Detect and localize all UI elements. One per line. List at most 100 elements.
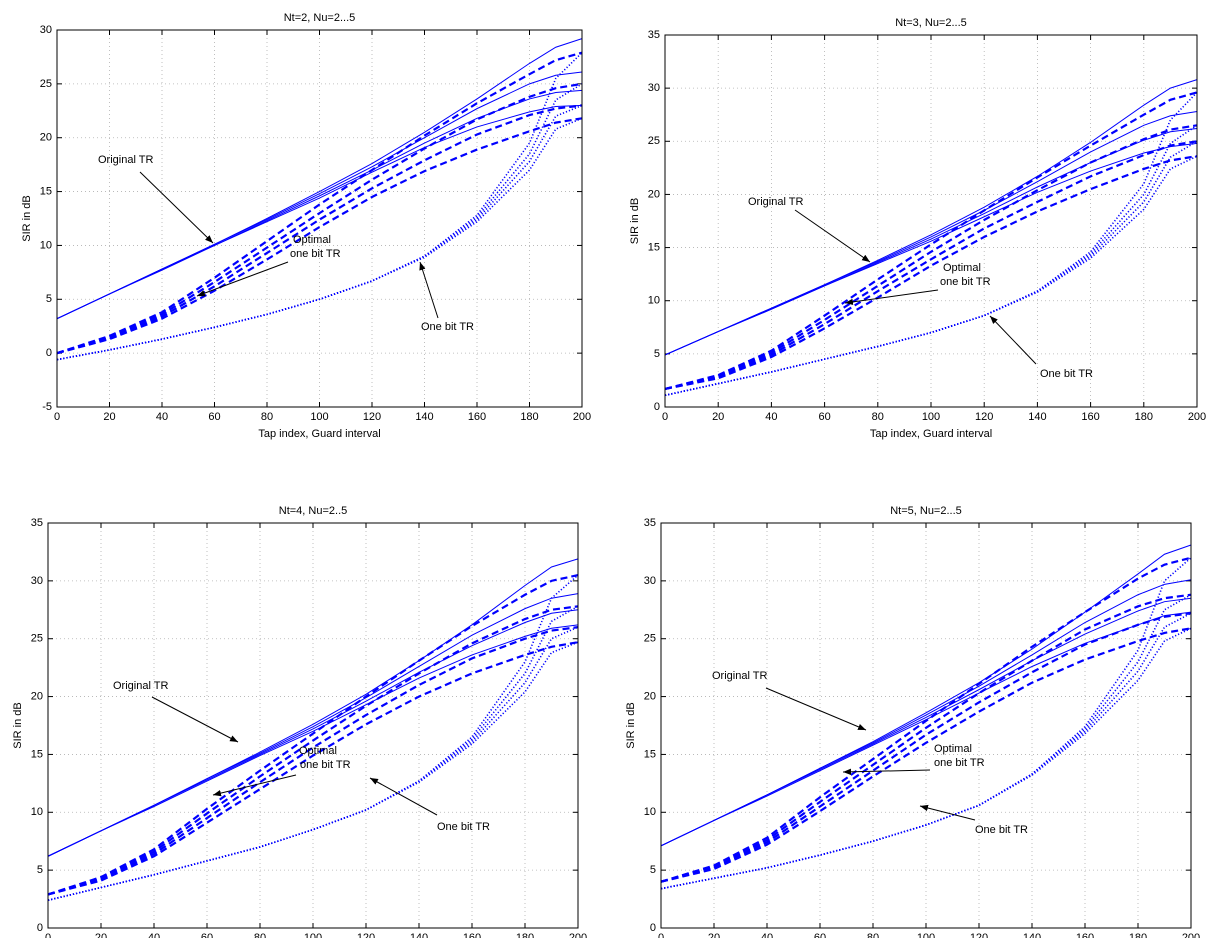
y-tick-label: 0 xyxy=(37,922,43,934)
y-tick-label: 0 xyxy=(654,401,660,413)
x-tick-label: 160 xyxy=(1081,411,1099,423)
y-axis-label: SIR in dB xyxy=(21,195,33,241)
y-axis-label: SIR in dB xyxy=(12,702,24,748)
y-tick-label: 20 xyxy=(648,188,660,200)
series-line xyxy=(664,140,1198,391)
y-tick-label: 10 xyxy=(644,806,656,818)
series-line xyxy=(660,627,1192,883)
chart-title: Nt=2, Nu=2...5 xyxy=(284,12,356,24)
series-line xyxy=(47,641,579,896)
annotation: one bit TR xyxy=(290,248,341,260)
series-line xyxy=(664,91,1198,390)
series-line xyxy=(664,124,1198,390)
plot-area xyxy=(661,523,1191,928)
y-tick-label: 10 xyxy=(40,239,52,251)
y-tick-label: 35 xyxy=(644,517,656,529)
series-line xyxy=(56,83,583,361)
x-tick-label: 100 xyxy=(917,932,935,938)
x-axis-label: Tap index, Guard interval xyxy=(870,428,992,440)
x-tick-label: 140 xyxy=(410,932,428,938)
y-tick-label: 25 xyxy=(644,633,656,645)
x-tick-label: 0 xyxy=(662,411,668,423)
x-tick-label: 160 xyxy=(463,932,481,938)
annotation-arrow xyxy=(844,289,939,306)
x-tick-label: 100 xyxy=(304,932,322,938)
series-line xyxy=(47,626,579,896)
x-tick-label: 180 xyxy=(516,932,534,938)
x-tick-label: 100 xyxy=(922,411,940,423)
subplot: 0 20 40 60 80 100 120 140 160 180 200-505101520253… xyxy=(21,12,591,440)
annotation: one bit TR xyxy=(940,276,991,288)
plot-border xyxy=(56,29,583,408)
x-tick-label: 60 xyxy=(818,411,830,423)
annotation-arrow xyxy=(196,261,289,297)
x-tick-label: 80 xyxy=(254,932,266,938)
x-tick-label: 80 xyxy=(261,411,273,423)
plot-border xyxy=(664,34,1198,408)
y-tick-label: 0 xyxy=(650,922,656,934)
x-tick-label: 20 xyxy=(95,932,107,938)
annotation-arrow xyxy=(139,171,214,244)
y-tick-label: 25 xyxy=(40,78,52,90)
y-tick-label: 30 xyxy=(40,24,52,36)
series-line xyxy=(660,556,1192,883)
y-tick-label: 15 xyxy=(40,185,52,197)
annotation: One bit TR xyxy=(421,321,474,333)
series-line xyxy=(47,605,579,896)
series-line xyxy=(47,573,579,896)
annotation: Optimal xyxy=(934,743,972,755)
annotation: Optimal xyxy=(299,745,337,757)
series-line xyxy=(47,624,579,857)
y-tick-label: 10 xyxy=(648,295,660,307)
y-tick-label: -5 xyxy=(42,401,52,413)
series-line xyxy=(664,155,1198,397)
plot-border xyxy=(660,522,1192,929)
y-tick-label: 25 xyxy=(648,135,660,147)
series-line xyxy=(664,111,1198,356)
subplot: 0 20 40 60 80 100 120 140 160 180 200 0 5 10 15 20 25 30 3… xyxy=(625,505,1200,938)
x-tick-label: 160 xyxy=(468,411,486,423)
annotation: Original TR xyxy=(712,670,767,682)
x-tick-label: 200 xyxy=(1188,411,1206,423)
y-tick-label: 35 xyxy=(31,517,43,529)
y-tick-label: 5 xyxy=(654,348,660,360)
series-line xyxy=(56,117,583,355)
y-tick-label: 25 xyxy=(31,633,43,645)
y-tick-label: 15 xyxy=(31,748,43,760)
annotation-arrow xyxy=(989,315,1037,365)
x-tick-label: 200 xyxy=(569,932,587,938)
subplot: 0 20 40 60 80 100 120 140 160 180 200 0 5 10 15 20 25 30 3… xyxy=(629,17,1206,440)
x-tick-label: 180 xyxy=(1135,411,1153,423)
x-tick-label: 80 xyxy=(867,932,879,938)
y-tick-label: 5 xyxy=(650,864,656,876)
annotation-arrow xyxy=(794,209,871,263)
x-tick-label: 40 xyxy=(765,411,777,423)
chart-title: Nt=4, Nu=2..5 xyxy=(279,505,348,517)
annotation: One bit TR xyxy=(437,821,490,833)
y-tick-label: 30 xyxy=(648,82,660,94)
plot-border xyxy=(47,522,579,929)
x-tick-label: 180 xyxy=(1129,932,1147,938)
x-tick-label: 140 xyxy=(1028,411,1046,423)
annotation: Original TR xyxy=(113,680,168,692)
series-line xyxy=(56,52,583,361)
y-tick-label: 15 xyxy=(644,748,656,760)
x-tick-label: 60 xyxy=(814,932,826,938)
y-tick-label: 30 xyxy=(644,575,656,587)
x-tick-label: 40 xyxy=(761,932,773,938)
x-tick-label: 120 xyxy=(970,932,988,938)
annotation: One bit TR xyxy=(975,824,1028,836)
x-tick-label: 40 xyxy=(148,932,160,938)
y-tick-label: 20 xyxy=(644,690,656,702)
x-tick-label: 0 xyxy=(658,932,664,938)
x-tick-label: 80 xyxy=(872,411,884,423)
annotation: Original TR xyxy=(748,196,803,208)
subplot: 0 20 40 60 80 100 120 140 160 180 200 0 5 10 15 20 25 30 3… xyxy=(12,505,587,938)
annotation: One bit TR xyxy=(1040,368,1093,380)
x-tick-label: 120 xyxy=(357,932,375,938)
x-tick-label: 60 xyxy=(201,932,213,938)
y-tick-label: 15 xyxy=(648,241,660,253)
plot-area xyxy=(665,35,1197,407)
x-tick-label: 180 xyxy=(520,411,538,423)
x-tick-label: 0 xyxy=(45,932,51,938)
